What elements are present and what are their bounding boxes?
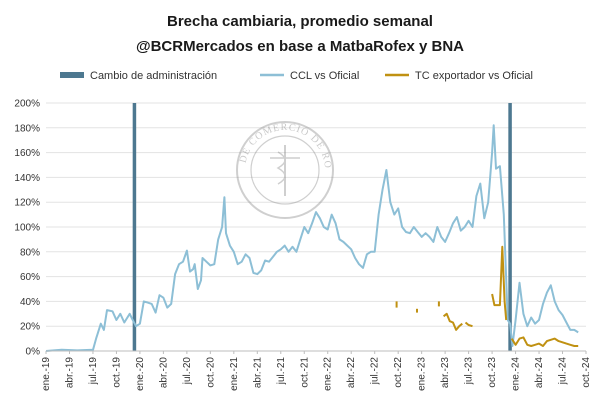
series-line-exportador xyxy=(464,321,473,328)
y-tick-label: 40% xyxy=(20,297,40,308)
x-tick-label: oct.-23 xyxy=(487,357,498,388)
y-tick-label: 160% xyxy=(14,148,40,159)
x-tick-label: oct.-24 xyxy=(581,357,592,388)
legend-label-ccl: CCL vs Oficial xyxy=(290,70,359,82)
x-tick-label: oct.-21 xyxy=(299,357,310,388)
x-axis: ene.-19 abr.-19 jul.-19 oct.-19 ene.-20 abr.-… xyxy=(41,351,592,391)
y-tick-label: 180% xyxy=(14,123,40,134)
x-tick-label: jul.-21 xyxy=(276,357,287,386)
x-tick-label: abr.-21 xyxy=(252,357,263,389)
x-tick-label: jul.-19 xyxy=(88,357,99,386)
x-tick-label: ene.-24 xyxy=(511,357,522,391)
x-tick-label: jul.-22 xyxy=(370,357,381,386)
series-line-ccl xyxy=(45,124,579,352)
legend: Cambio de administración CCL vs Oficial TC… xyxy=(60,70,533,82)
x-tick-label: abr.-22 xyxy=(346,357,357,389)
y-tick-label: 120% xyxy=(14,198,40,209)
x-tick-label: abr.-24 xyxy=(534,357,545,389)
series-lines xyxy=(45,124,579,352)
y-tick-label: 200% xyxy=(14,99,40,110)
x-tick-label: ene.-22 xyxy=(323,357,334,391)
x-tick-label: abr.-19 xyxy=(64,357,75,389)
legend-label-cambio: Cambio de administración xyxy=(90,70,217,82)
x-tick-label: jul.-23 xyxy=(464,357,475,386)
x-tick-label: ene.-20 xyxy=(135,357,146,391)
series-line-exportador xyxy=(442,312,463,331)
x-tick-label: jul.-24 xyxy=(558,357,569,386)
x-tick-label: oct.-20 xyxy=(205,357,216,388)
x-tick-label: ene.-23 xyxy=(417,357,428,391)
series-line-exportador xyxy=(510,336,579,347)
y-tick-label: 80% xyxy=(20,247,40,258)
x-tick-label: abr.-23 xyxy=(440,357,451,389)
x-tick-label: ene.-21 xyxy=(229,357,240,391)
y-tick-label: 100% xyxy=(14,223,40,234)
y-tick-label: 20% xyxy=(20,322,40,333)
x-tick-label: jul.-20 xyxy=(182,357,193,386)
watermark-seal: BOLSA DE COMERCIO DE ROSARIO xyxy=(0,0,334,219)
legend-label-exportador: TC exportador vs Oficial xyxy=(415,70,533,82)
x-tick-label: abr.-20 xyxy=(158,357,169,389)
chart-subtitle: @BCRMercados en base a MatbaRofex y BNA xyxy=(136,38,464,55)
chart-title: Brecha cambiaria, promedio semanal xyxy=(167,13,433,30)
administration-change-markers xyxy=(132,103,512,351)
y-tick-label: 140% xyxy=(14,173,40,184)
y-tick-label: 60% xyxy=(20,272,40,283)
legend-swatch-cambio xyxy=(60,72,84,78)
y-tick-label: 0% xyxy=(26,347,41,358)
x-tick-label: oct.-19 xyxy=(111,357,122,388)
x-tick-label: ene.-19 xyxy=(41,357,52,391)
y-axis: 0% 20% 40% 60% 80% 100% 120% 140% 160% 180% 200% xyxy=(14,99,40,358)
series-line-exportador xyxy=(491,245,508,321)
x-tick-label: oct.-22 xyxy=(393,357,404,388)
